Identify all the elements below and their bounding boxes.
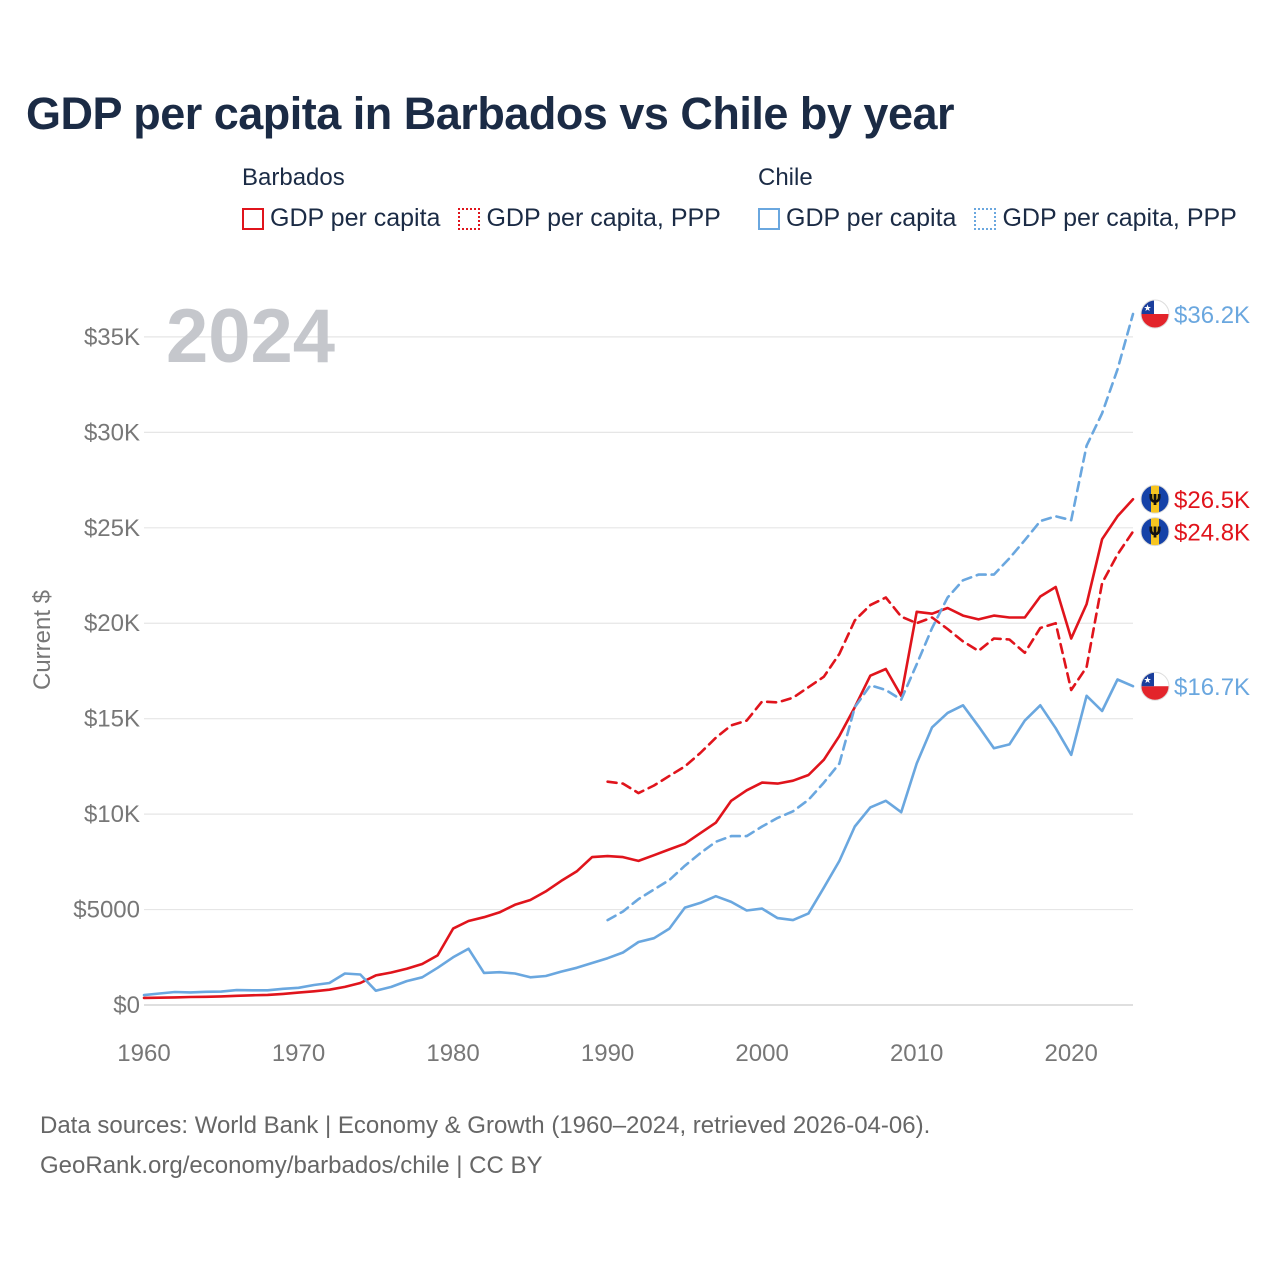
y-tick-label: $20K [84, 610, 140, 637]
y-tick-label: $25K [84, 515, 140, 542]
end-value-label: $26.5K [1174, 487, 1250, 514]
flag-star: ★ [1143, 676, 1151, 686]
series-lines [142, 312, 1135, 1000]
flag-red [1141, 686, 1169, 701]
legend-item-barbados-gdp[interactable]: GDP per capita [242, 204, 440, 233]
legend-swatch [758, 207, 780, 230]
legend-label: GDP per capita, PPP [486, 204, 721, 232]
legend-group-chile: Chile GDP per capita GDP per capita, PPP [758, 162, 1255, 233]
y-tick-label: $0 [113, 992, 140, 1019]
series-line [606, 530, 1135, 795]
end-value-label: $36.2K [1174, 302, 1250, 329]
chile-flag-icon: ★ [1140, 299, 1170, 329]
x-tick-label: 1990 [581, 1040, 634, 1067]
legend-group-label: Barbados [242, 164, 345, 191]
flag-trident: Ψ [1149, 524, 1162, 542]
y-tick-label: $15K [84, 706, 140, 733]
y-axis-label: Current $ [29, 590, 56, 690]
flag-blue-left [1141, 485, 1151, 514]
legend-swatch [458, 207, 481, 230]
x-tick-label: 1960 [117, 1040, 170, 1067]
y-tick-label: $10K [84, 801, 140, 828]
legend-swatch [974, 207, 997, 230]
flag-blue-right [1159, 485, 1169, 514]
flag-gold [1151, 485, 1159, 514]
x-tick-label: 2010 [890, 1040, 943, 1067]
y-tick-label: $30K [84, 419, 140, 446]
flag-blue-left [1141, 517, 1151, 546]
y-tick-label: $35K [84, 324, 140, 351]
y-tick-label: $5000 [73, 897, 140, 924]
x-tick-label: 2020 [1044, 1040, 1097, 1067]
series-line [606, 312, 1135, 922]
chile-flag-icon: ★ [1140, 671, 1170, 701]
x-tick-label: 2000 [735, 1040, 788, 1067]
flag-red [1141, 314, 1169, 328]
legend-group-barbados: Barbados GDP per capita GDP per capita, … [242, 162, 739, 233]
barbados-flag-icon: Ψ [1140, 484, 1170, 514]
legend-label: GDP per capita, PPP [1002, 204, 1237, 232]
flag-trident: Ψ [1149, 491, 1162, 509]
y-axis-ticks: $0 $5000 $10K $15K $20K $25K $30K $35K [73, 324, 140, 1019]
legend-item-barbados-gdp-ppp[interactable]: GDP per capita, PPP [458, 204, 721, 233]
x-tick-label: 1970 [272, 1040, 325, 1067]
legend-label: GDP per capita [270, 204, 441, 232]
footer: Data sources: World Bank | Economy & Gro… [40, 1106, 930, 1186]
flag-outline [1140, 671, 1170, 701]
footer-sources: Data sources: World Bank | Economy & Gro… [40, 1112, 931, 1139]
chart-title: GDP per capita in Barbados vs Chile by y… [26, 88, 955, 139]
legend-label: GDP per capita [786, 204, 957, 232]
series-line [142, 497, 1135, 1000]
year-watermark: 2024 [166, 294, 335, 379]
flag-outline [1140, 484, 1170, 514]
legend-item-chile-gdp[interactable]: GDP per capita [758, 204, 956, 233]
end-value-label: $24.8K [1174, 520, 1250, 547]
footer-link[interactable]: GeoRank.org/economy/barbados/chile | CC … [40, 1152, 543, 1179]
flag-outline [1140, 517, 1170, 547]
flag-blue-right [1159, 517, 1169, 546]
end-labels: ★ $36.2K Ψ $26.5K Ψ $24.8K ★ $16.7K [1140, 299, 1250, 701]
flag-outline [1140, 299, 1170, 329]
legend-group-label: Chile [758, 164, 813, 191]
x-axis-ticks: 1960 1970 1980 1990 2000 2010 2020 [117, 1040, 1098, 1067]
flag-star: ★ [1143, 304, 1151, 314]
legend-item-chile-gdp-ppp[interactable]: GDP per capita, PPP [974, 204, 1237, 233]
grid-lines [144, 336, 1133, 1006]
barbados-flag-icon: Ψ [1140, 517, 1170, 547]
legend-swatch [242, 207, 264, 230]
end-value-label: $16.7K [1174, 674, 1250, 701]
flag-gold [1151, 517, 1159, 546]
series-line [142, 678, 1135, 997]
x-tick-label: 1980 [426, 1040, 479, 1067]
